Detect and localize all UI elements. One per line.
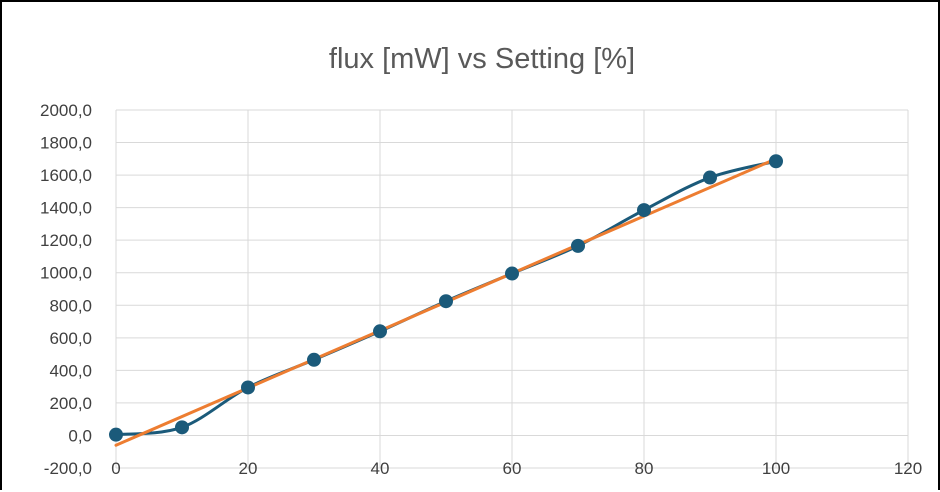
x-tick-label: 80 <box>635 459 654 478</box>
y-tick-label: 2000,0 <box>40 101 92 120</box>
data-point-marker <box>637 203 651 218</box>
x-tick-label: 40 <box>371 459 390 478</box>
x-tick-label: 0 <box>111 459 120 478</box>
y-tick-label: 1800,0 <box>40 134 92 153</box>
data-point-marker <box>307 352 321 367</box>
x-tick-label: 20 <box>239 459 258 478</box>
y-axis-tick-labels: -200,0 0,0 200,0 400,0 600,0 800,0 1000,0 1200,… <box>40 101 92 478</box>
x-tick-label: 100 <box>762 459 790 478</box>
data-point-marker <box>439 294 453 309</box>
y-tick-label: 800,0 <box>49 296 92 315</box>
y-tick-label: 0,0 <box>68 426 92 445</box>
y-tick-label: 200,0 <box>49 394 92 413</box>
series-layer <box>109 154 783 447</box>
data-point-marker <box>505 266 519 281</box>
y-tick-label: 1000,0 <box>40 264 92 283</box>
data-point-marker <box>703 170 717 185</box>
data-point-marker <box>109 427 123 442</box>
y-tick-label: 600,0 <box>49 329 92 348</box>
data-point-marker <box>769 154 783 169</box>
data-point-marker <box>241 380 255 395</box>
x-axis-tick-labels: 0 20 40 60 80 100 120 <box>111 459 922 478</box>
gridlines <box>115 109 909 469</box>
data-point-marker <box>373 324 387 339</box>
y-tick-label: 400,0 <box>49 361 92 380</box>
y-tick-label: -200,0 <box>44 459 92 478</box>
chart-title: flux [mW] vs Setting [%] <box>329 43 635 75</box>
x-tick-label: 60 <box>503 459 522 478</box>
data-point-marker <box>175 420 189 435</box>
data-point-marker <box>571 238 585 253</box>
y-tick-label: 1600,0 <box>40 166 92 185</box>
y-tick-label: 1400,0 <box>40 199 92 218</box>
x-tick-label: 120 <box>894 459 922 478</box>
y-tick-label: 1200,0 <box>40 231 92 250</box>
